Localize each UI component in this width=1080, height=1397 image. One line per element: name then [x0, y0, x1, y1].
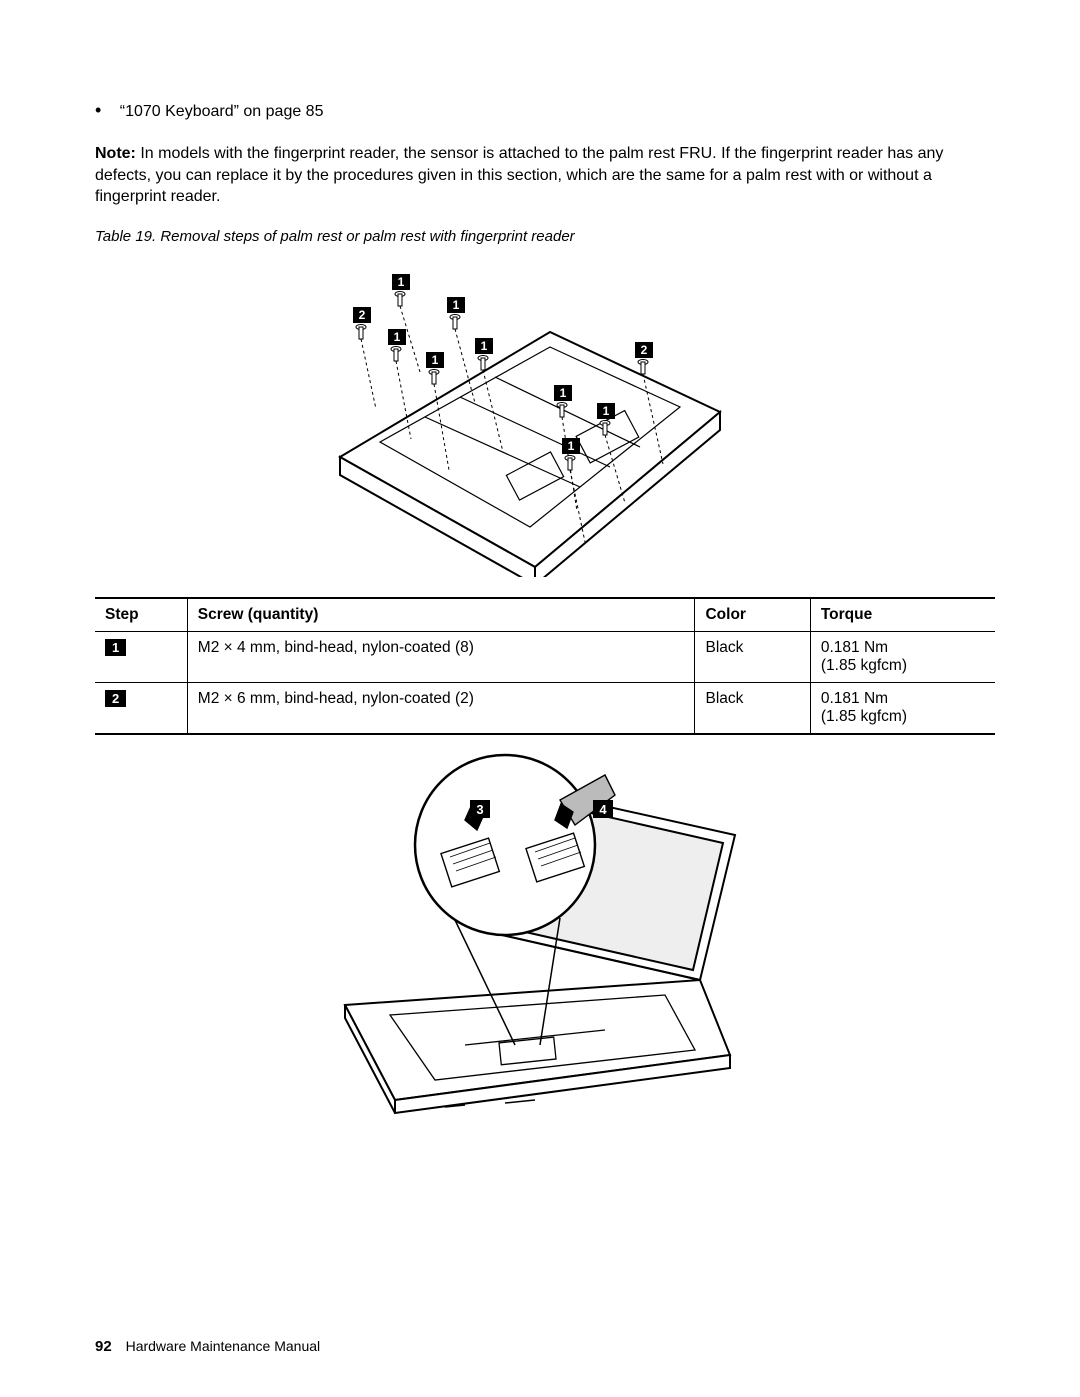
- table-cell-screw: M2 × 4 mm, bind-head, nylon-coated (8): [187, 631, 695, 682]
- torque-line2: (1.85 kgfcm): [821, 657, 907, 674]
- table-cell-color: Black: [695, 682, 810, 734]
- callout-badge: 1: [432, 353, 439, 367]
- table-cell-step: 1: [95, 631, 187, 682]
- callout-badge: 1: [481, 339, 488, 353]
- table-header-screw: Screw (quantity): [187, 598, 695, 632]
- bullet-list-item: “1070 Keyboard” on page 85: [95, 100, 995, 121]
- callout-badge: 1: [453, 298, 460, 312]
- callout-badge: 3: [476, 802, 483, 817]
- table-cell-torque: 0.181 Nm (1.85 kgfcm): [810, 682, 995, 734]
- callout-badge: 1: [560, 386, 567, 400]
- table-caption: Table 19. Removal steps of palm rest or …: [95, 228, 995, 245]
- callout-badge: 1: [603, 404, 610, 418]
- callout-badge: 1: [568, 439, 575, 453]
- table-cell-torque: 0.181 Nm (1.85 kgfcm): [810, 631, 995, 682]
- torque-line1: 0.181 Nm: [821, 639, 888, 656]
- table-cell-color: Black: [695, 631, 810, 682]
- callout-badge: 4: [599, 802, 607, 817]
- table-header-row: Step Screw (quantity) Color Torque: [95, 598, 995, 632]
- diagram-laptop-bottom: 1 2 1 1 1 1 2 1 1 1: [320, 257, 770, 577]
- note-block: Note: In models with the fingerprint rea…: [95, 143, 995, 208]
- figure-connector-detail: 3 4: [95, 745, 995, 1115]
- table-header-step: Step: [95, 598, 187, 632]
- table-row: 2 M2 × 6 mm, bind-head, nylon-coated (2)…: [95, 682, 995, 734]
- note-text: In models with the fingerprint reader, t…: [95, 145, 943, 205]
- diagram-laptop-open: 3 4: [305, 745, 785, 1115]
- bullet-text: “1070 Keyboard” on page 85: [120, 103, 324, 120]
- step-badge: 2: [105, 690, 126, 707]
- screw-table: Step Screw (quantity) Color Torque 1 M2 …: [95, 597, 995, 735]
- table-row: 1 M2 × 4 mm, bind-head, nylon-coated (8)…: [95, 631, 995, 682]
- page-footer: 92 Hardware Maintenance Manual: [95, 1338, 320, 1355]
- table-cell-screw: M2 × 6 mm, bind-head, nylon-coated (2): [187, 682, 695, 734]
- torque-line1: 0.181 Nm: [821, 690, 888, 707]
- step-badge: 1: [105, 639, 126, 656]
- footer-title: Hardware Maintenance Manual: [126, 1338, 321, 1354]
- callout-badge: 2: [359, 308, 366, 322]
- table-header-torque: Torque: [810, 598, 995, 632]
- figure-screw-locations: 1 2 1 1 1 1 2 1 1 1: [95, 257, 995, 577]
- page-number: 92: [95, 1338, 112, 1355]
- table-header-color: Color: [695, 598, 810, 632]
- table-cell-step: 2: [95, 682, 187, 734]
- callout-badge: 1: [394, 330, 401, 344]
- callout-badge: 2: [641, 343, 648, 357]
- callout-badge: 1: [398, 275, 405, 289]
- torque-line2: (1.85 kgfcm): [821, 708, 907, 725]
- note-label: Note:: [95, 145, 136, 162]
